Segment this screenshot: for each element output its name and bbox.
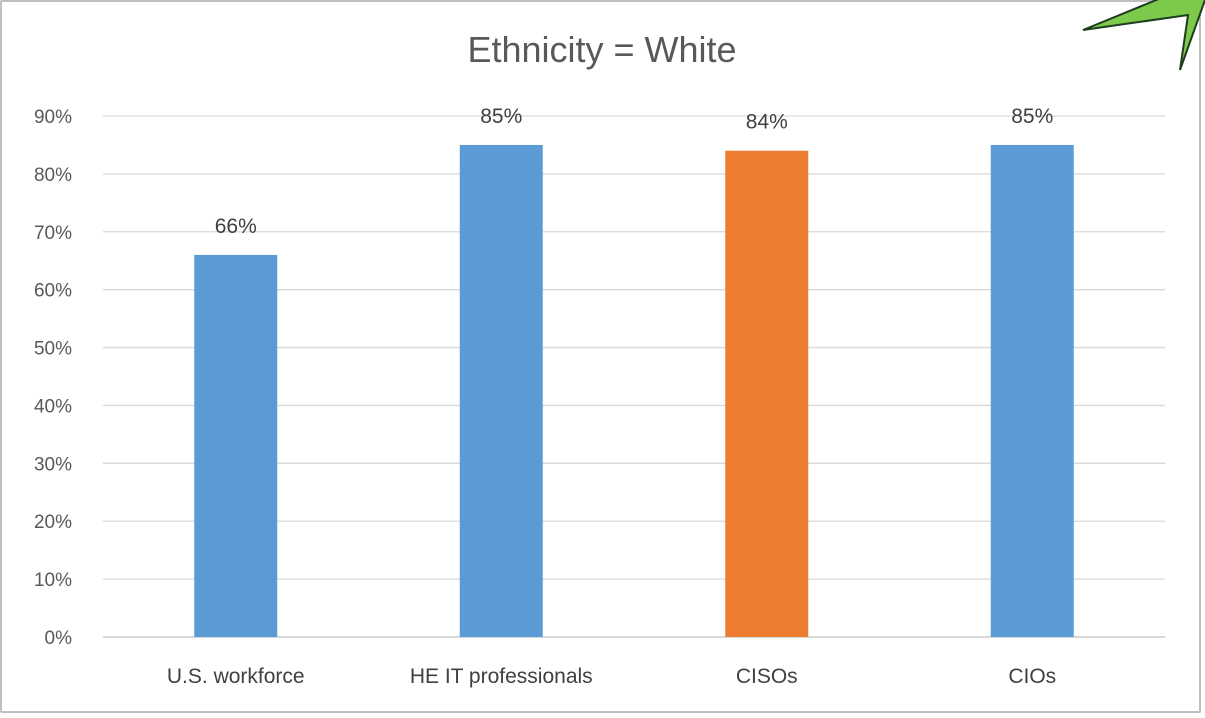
bar (990, 144, 1074, 637)
y-tick-label: 10% (34, 570, 72, 591)
data-label: 85% (480, 105, 522, 128)
gridlines (103, 115, 1165, 638)
y-axis-tick-labels: 0% 10% 20% 30% 40% 50% 60% 70% 80% 90% (34, 107, 72, 649)
chart-title: Ethnicity = White (467, 29, 736, 70)
y-tick-label: 30% (34, 454, 72, 475)
data-label: 66% (215, 215, 257, 238)
x-tick-label: U.S. workforce (167, 665, 305, 688)
y-tick-label: 60% (34, 281, 72, 302)
x-axis-category-labels: U.S. workforce HE IT professionals CISOs CI… (167, 665, 1056, 688)
bar (194, 254, 278, 637)
data-label: 84% (746, 111, 788, 134)
green-arrow-shape (1082, 0, 1205, 71)
bar (459, 144, 543, 637)
green-arrow-icon (1082, 0, 1205, 71)
y-tick-label: 90% (34, 107, 72, 128)
y-tick-label: 40% (34, 396, 72, 417)
y-tick-label: 80% (34, 165, 72, 186)
x-tick-label: CISOs (736, 665, 798, 688)
bar (725, 150, 809, 637)
y-tick-label: 20% (34, 512, 72, 533)
x-tick-label: HE IT professionals (410, 665, 593, 688)
data-labels: 66% 85% 84% 85% (215, 105, 1054, 238)
y-tick-label: 50% (34, 339, 72, 360)
data-label: 85% (1011, 105, 1053, 128)
y-tick-label: 0% (45, 628, 73, 649)
bars (194, 144, 1074, 637)
y-tick-label: 70% (34, 223, 72, 244)
x-tick-label: CIOs (1008, 665, 1056, 688)
